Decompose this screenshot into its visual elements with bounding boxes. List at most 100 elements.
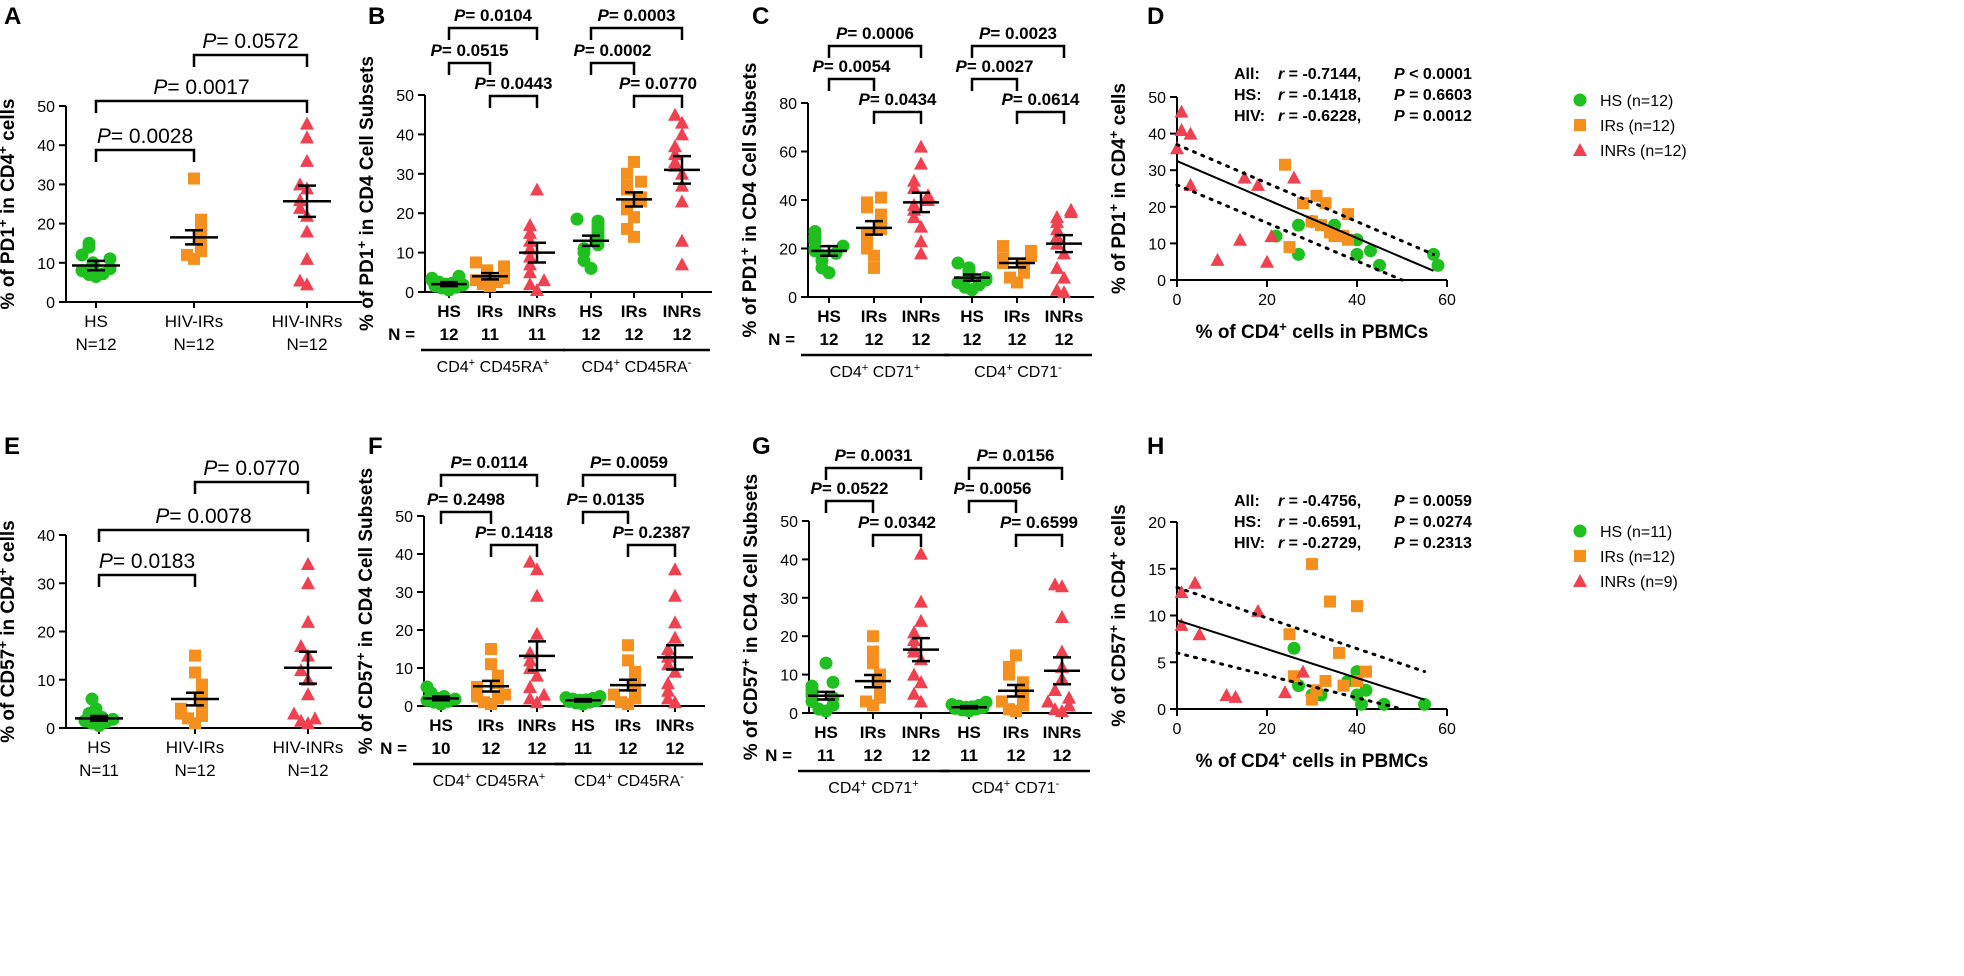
data-point [1050,209,1064,223]
significance-bracket [970,44,1066,58]
y-tick-label: 0 [46,721,55,738]
data-point [1188,575,1202,589]
data-point [836,239,850,253]
data-point [82,236,96,250]
group-label: IRs [478,716,504,735]
data-point [537,273,551,287]
panel-c: C 0 20 40 60 80 % of PD1+ in CD4 Cell Subsets H… [737,3,1094,381]
p-value-label: P= 0.0515 [431,41,509,60]
data-point [294,663,308,677]
subset-label: CD4+ CD71- [974,362,1062,381]
data-point [195,213,207,226]
data-point [189,666,201,679]
data-point [668,695,682,709]
data-point [808,225,822,239]
p-value-label: P= 0.0522 [811,479,889,498]
y-axis-label: % of PD1+ in CD4+ cells [1106,83,1131,294]
data-point [181,248,193,261]
data-point [1237,170,1252,184]
group-n: 12 [912,330,931,349]
data-point [914,613,928,627]
significance-bracket [967,499,1018,513]
stat-p: P = 0.2313 [1394,535,1472,552]
group-label: INRs [663,302,702,321]
y-tick-label: 10 [780,668,798,685]
p-value-label: P= 0.0003 [598,6,676,25]
p-value-label: P= 0.1418 [475,523,553,542]
data-point [622,639,634,652]
y-tick-label: 20 [1148,515,1166,532]
data-point [668,615,682,629]
subset-label: CD4+ CD45RA- [582,357,692,376]
x-tick-label: 60 [1438,292,1456,309]
data-point [867,630,879,643]
data-point [1228,689,1243,703]
panel-d: D 0 10 20 30 40 50 % of PD1+ in CD4+ cells 0 20 40… [1106,3,1687,343]
data-point [1337,679,1350,692]
y-tick-label: 30 [780,591,798,608]
group-label: IRs [615,716,641,735]
y-tick-label: 40 [395,547,413,564]
group-label: INRs [656,716,695,735]
data-point [1283,628,1296,641]
data-point [1041,694,1055,708]
data-point [1050,222,1064,236]
data-point [860,695,872,708]
p-value-label: P= 0.0078 [155,505,251,528]
data-point [300,251,314,265]
significance-bracket [447,61,492,75]
y-tick-label: 0 [404,699,413,716]
legend-label: INRs (n=12) [1600,143,1687,160]
data-point [1174,122,1189,136]
group-n: 12 [666,739,685,758]
data-point [293,193,307,207]
group-n: 11 [481,325,499,344]
data-point [621,179,633,192]
data-point [1355,697,1368,711]
n-row-label: N = [380,739,407,758]
data-point [629,665,641,678]
data-point [300,153,314,167]
group-n: 12 [820,330,839,349]
data-point [1048,577,1062,591]
significance-bracket [97,528,310,542]
data-point [1192,627,1207,641]
significance-bracket [581,510,630,524]
group-n: 12 [912,746,931,765]
data-point [1283,241,1296,254]
significance-bracket [589,26,684,40]
panel-letter: B [368,3,385,30]
y-tick-label: 20 [1148,200,1166,217]
data-point [1251,177,1265,191]
data-point [591,214,605,228]
confidence-band-upper [1175,585,1426,674]
data-point [301,687,315,701]
group-n: N=11 [79,761,119,780]
data-point [945,698,959,712]
data-point [175,702,187,715]
data-point [914,594,928,608]
data-point [979,695,993,709]
data-point [628,155,640,168]
group-label: INRs [1045,307,1084,326]
data-point [1233,232,1247,246]
significance-bracket [439,473,539,487]
significance-bracket [827,44,923,58]
data-point [470,256,482,269]
group-label: HS [84,312,108,331]
data-point [1062,698,1076,712]
data-point [675,127,689,141]
data-point [1025,244,1037,257]
stat-label: All: [1234,493,1260,510]
significance-bracket [967,466,1064,480]
data-point [1174,617,1189,631]
data-point [1055,610,1069,623]
data-point [523,680,537,693]
y-tick-label: 15 [1148,562,1166,579]
y-tick-label: 0 [788,290,797,307]
group-label: IRs [621,302,647,321]
data-point [300,277,314,291]
confidence-band-upper [1175,143,1435,256]
data-point [1360,665,1372,678]
y-axis-label: % of CD57+ in CD4+ cells [1106,504,1131,727]
